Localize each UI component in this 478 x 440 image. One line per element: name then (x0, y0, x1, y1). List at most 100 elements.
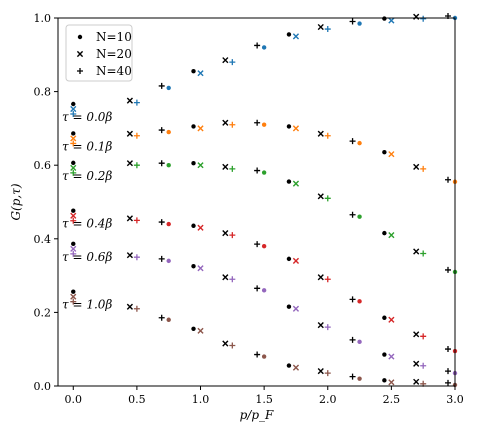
y-tick-label: 0.2 (34, 306, 52, 319)
data-point (292, 257, 300, 264)
y-tick-label: 1.0 (34, 12, 52, 25)
data-point (126, 130, 133, 137)
data-point (292, 33, 300, 40)
data-point (222, 119, 229, 126)
data-point (382, 378, 387, 383)
data-point (191, 326, 196, 331)
data-point (229, 121, 236, 128)
data-point (70, 293, 77, 300)
x-axis-label: p/p_F (240, 408, 274, 422)
data-point (445, 368, 451, 375)
data-point (292, 305, 300, 312)
data-point (324, 324, 331, 331)
data-point (71, 208, 76, 213)
data-point (261, 354, 267, 359)
tau-annotation: τ = 0.4β (62, 217, 112, 231)
data-point (197, 327, 204, 334)
data-point (349, 211, 356, 218)
x-tick-label: 3.0 (446, 393, 464, 406)
data-point (191, 161, 196, 166)
data-point (70, 298, 77, 305)
data-point (382, 230, 387, 236)
data-point (229, 276, 236, 283)
data-point (158, 255, 165, 262)
data-point (324, 195, 331, 202)
legend-label: N=20 (96, 47, 132, 61)
data-point (197, 224, 204, 231)
data-point (70, 217, 77, 224)
data-point (420, 362, 427, 369)
data-point (349, 296, 356, 303)
data-point (133, 217, 140, 224)
plot-area: τ = 0.0β τ = 0.1β τ = 0.2β τ = 0.4β τ = 0.6β… (62, 13, 458, 388)
data-point (158, 160, 165, 167)
data-point (292, 125, 300, 132)
data-point (126, 97, 133, 104)
data-point (445, 266, 451, 273)
x-tick-label: 1.0 (192, 393, 210, 406)
y-tick-label: 0.8 (34, 86, 52, 99)
data-point (191, 69, 196, 74)
data-point (229, 59, 236, 66)
data-point (126, 160, 133, 167)
data-point (166, 163, 171, 168)
data-point (357, 299, 362, 304)
data-point (349, 373, 356, 380)
data-point (222, 163, 229, 170)
data-point (254, 351, 261, 358)
x-tick-label: 2.0 (319, 393, 337, 406)
data-point (71, 289, 76, 294)
y-tick-label: 0.0 (34, 380, 52, 393)
y-axis-label: G(p,τ) (9, 183, 23, 220)
data-point (166, 317, 171, 322)
data-point (286, 304, 292, 309)
data-point (70, 212, 77, 219)
data-point (324, 370, 331, 377)
data-point (70, 245, 77, 252)
data-point (166, 85, 171, 91)
data-point (254, 285, 261, 292)
data-point (71, 101, 76, 107)
data-point (382, 16, 387, 21)
data-point (197, 125, 204, 132)
data-point (349, 18, 356, 25)
x-tick-label: 1.5 (255, 393, 273, 406)
data-point (261, 170, 267, 175)
data-point (317, 274, 324, 281)
data-point (191, 124, 196, 129)
data-point (229, 232, 236, 239)
data-point (70, 164, 77, 171)
data-point (133, 132, 140, 139)
x-tick-label: 2.5 (383, 393, 401, 406)
data-point (197, 162, 204, 169)
plot-frame (57, 17, 456, 387)
data-point (158, 82, 165, 89)
data-point (191, 223, 196, 228)
data-point (166, 129, 171, 135)
data-point (382, 352, 387, 357)
tau-annotation: τ = 1.0β (62, 298, 112, 312)
data-point (254, 42, 261, 49)
data-point (357, 376, 362, 381)
data-point (261, 122, 267, 127)
data-point (222, 230, 229, 237)
data-point (317, 23, 324, 31)
data-point (254, 241, 261, 248)
data-point (166, 221, 171, 227)
data-point (388, 151, 395, 158)
x-tick-label: 0.5 (128, 393, 146, 406)
data-point (388, 379, 395, 386)
data-point (158, 127, 165, 134)
data-point (420, 15, 427, 22)
data-point (324, 276, 331, 283)
data-point (388, 316, 395, 323)
legend-label: N=10 (96, 30, 132, 44)
data-point (357, 339, 362, 345)
tau-annotation: τ = 0.6β (62, 250, 112, 264)
data-point (286, 363, 292, 368)
y-tick-label: 0.4 (34, 233, 52, 246)
data-point (292, 364, 300, 371)
data-point (254, 167, 261, 174)
data-point (261, 45, 267, 50)
